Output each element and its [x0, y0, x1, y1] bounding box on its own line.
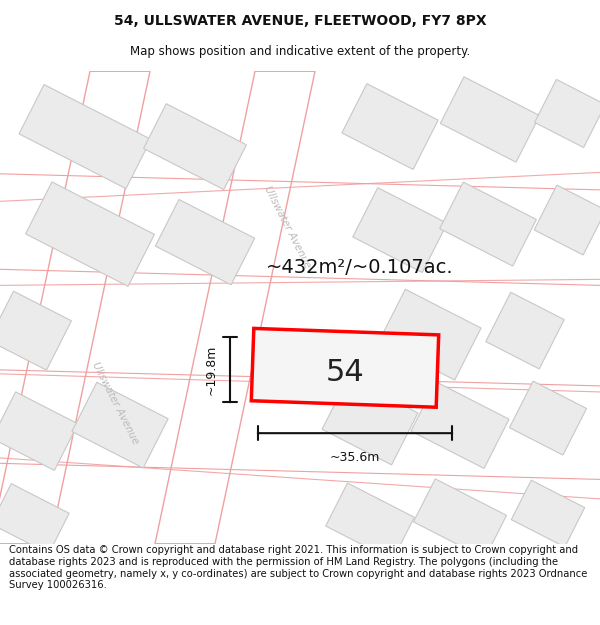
Polygon shape: [379, 289, 481, 380]
Polygon shape: [19, 84, 151, 189]
Text: 54, ULLSWATER AVENUE, FLEETWOOD, FY7 8PX: 54, ULLSWATER AVENUE, FLEETWOOD, FY7 8PX: [113, 14, 487, 28]
Text: ~19.8m: ~19.8m: [205, 344, 218, 395]
Polygon shape: [0, 392, 78, 471]
Polygon shape: [411, 382, 509, 469]
Polygon shape: [322, 378, 418, 465]
Polygon shape: [486, 292, 564, 369]
Polygon shape: [155, 71, 315, 544]
Text: Ullswater Avenue: Ullswater Avenue: [90, 360, 140, 446]
Polygon shape: [509, 381, 587, 455]
Polygon shape: [440, 77, 539, 162]
Text: ~35.6m: ~35.6m: [330, 451, 380, 464]
Polygon shape: [535, 79, 600, 148]
Text: Ullswater Avenue: Ullswater Avenue: [262, 184, 312, 270]
Polygon shape: [251, 328, 439, 408]
Polygon shape: [511, 480, 585, 547]
Polygon shape: [413, 479, 506, 558]
Text: ~432m²/~0.107ac.: ~432m²/~0.107ac.: [266, 258, 454, 277]
Text: Contains OS data © Crown copyright and database right 2021. This information is : Contains OS data © Crown copyright and d…: [9, 545, 587, 590]
Polygon shape: [0, 484, 69, 554]
Polygon shape: [155, 199, 254, 285]
Polygon shape: [326, 483, 415, 560]
Polygon shape: [353, 188, 447, 272]
Polygon shape: [143, 104, 247, 189]
Polygon shape: [440, 182, 536, 266]
Polygon shape: [0, 291, 71, 370]
Polygon shape: [26, 182, 154, 286]
Polygon shape: [72, 382, 168, 468]
Text: 54: 54: [326, 358, 364, 387]
Polygon shape: [534, 185, 600, 255]
Text: Map shows position and indicative extent of the property.: Map shows position and indicative extent…: [130, 45, 470, 58]
Polygon shape: [0, 71, 150, 544]
Polygon shape: [342, 84, 438, 169]
